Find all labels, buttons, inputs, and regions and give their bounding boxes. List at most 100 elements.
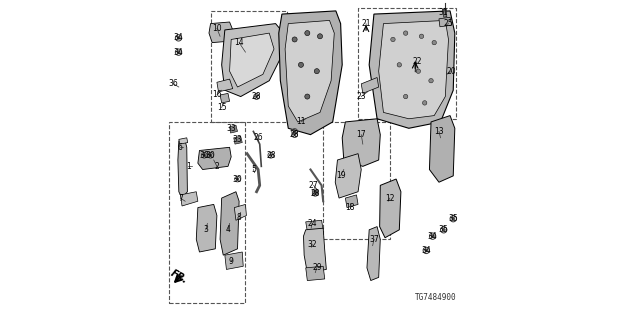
Circle shape bbox=[442, 228, 445, 231]
Text: 10: 10 bbox=[212, 24, 221, 33]
Circle shape bbox=[292, 37, 297, 42]
Text: 18: 18 bbox=[346, 203, 355, 212]
Circle shape bbox=[391, 37, 395, 42]
Polygon shape bbox=[230, 33, 274, 87]
Text: TG7484900: TG7484900 bbox=[415, 293, 456, 302]
Text: 7: 7 bbox=[178, 194, 183, 203]
Circle shape bbox=[416, 69, 420, 73]
Text: 28: 28 bbox=[290, 130, 300, 139]
Circle shape bbox=[422, 101, 427, 105]
Text: 25: 25 bbox=[444, 19, 453, 28]
Polygon shape bbox=[303, 228, 326, 273]
Text: 16: 16 bbox=[212, 91, 221, 100]
Polygon shape bbox=[279, 11, 342, 135]
Text: 22: 22 bbox=[412, 57, 422, 66]
Polygon shape bbox=[342, 119, 380, 166]
Circle shape bbox=[314, 190, 317, 193]
Text: 28: 28 bbox=[252, 92, 261, 101]
Text: 34: 34 bbox=[421, 246, 431, 255]
Text: 28: 28 bbox=[310, 189, 320, 198]
Polygon shape bbox=[335, 154, 361, 198]
Polygon shape bbox=[361, 77, 379, 93]
Text: 24: 24 bbox=[307, 219, 317, 228]
Circle shape bbox=[425, 249, 428, 252]
Circle shape bbox=[236, 178, 239, 180]
Polygon shape bbox=[306, 220, 323, 231]
Text: 5: 5 bbox=[251, 165, 256, 174]
Text: 30: 30 bbox=[205, 151, 216, 160]
Circle shape bbox=[314, 192, 317, 195]
Polygon shape bbox=[180, 192, 198, 206]
Circle shape bbox=[177, 51, 180, 54]
Text: 12: 12 bbox=[385, 194, 394, 203]
Text: 33: 33 bbox=[233, 135, 243, 144]
Circle shape bbox=[177, 36, 180, 39]
Polygon shape bbox=[196, 204, 217, 252]
Polygon shape bbox=[234, 204, 246, 220]
Bar bbox=[211, 11, 287, 122]
Text: 34: 34 bbox=[428, 232, 438, 241]
Text: 26: 26 bbox=[253, 133, 263, 142]
Text: 29: 29 bbox=[312, 263, 322, 272]
Text: 20: 20 bbox=[447, 67, 456, 76]
Circle shape bbox=[432, 40, 436, 45]
Polygon shape bbox=[379, 20, 449, 119]
Text: 34: 34 bbox=[173, 48, 184, 57]
Polygon shape bbox=[230, 125, 237, 133]
Circle shape bbox=[314, 69, 319, 74]
Text: 31: 31 bbox=[439, 8, 449, 17]
Circle shape bbox=[269, 154, 272, 156]
Bar bbox=[170, 122, 246, 303]
Circle shape bbox=[452, 217, 455, 220]
Polygon shape bbox=[209, 22, 233, 43]
Text: 35: 35 bbox=[449, 214, 458, 223]
Text: 13: 13 bbox=[434, 127, 444, 136]
Text: 27: 27 bbox=[309, 181, 319, 190]
Circle shape bbox=[293, 130, 296, 133]
Text: 32: 32 bbox=[307, 240, 317, 249]
Text: 30: 30 bbox=[233, 174, 243, 184]
Circle shape bbox=[209, 154, 212, 156]
Polygon shape bbox=[306, 266, 324, 281]
Text: 11: 11 bbox=[296, 117, 306, 126]
Polygon shape bbox=[221, 24, 284, 97]
Text: FR.: FR. bbox=[168, 268, 189, 286]
Polygon shape bbox=[198, 147, 231, 170]
Text: 17: 17 bbox=[356, 130, 366, 139]
Circle shape bbox=[293, 133, 296, 136]
Polygon shape bbox=[217, 79, 233, 92]
Text: 28: 28 bbox=[266, 151, 276, 160]
Circle shape bbox=[429, 78, 433, 83]
Circle shape bbox=[255, 95, 258, 98]
Circle shape bbox=[403, 94, 408, 99]
Polygon shape bbox=[178, 141, 188, 198]
Polygon shape bbox=[369, 11, 455, 128]
Polygon shape bbox=[443, 8, 447, 17]
Circle shape bbox=[403, 31, 408, 35]
Polygon shape bbox=[367, 227, 380, 281]
Circle shape bbox=[305, 94, 310, 99]
Polygon shape bbox=[179, 138, 188, 144]
Polygon shape bbox=[439, 17, 452, 27]
Circle shape bbox=[397, 63, 401, 67]
Text: 23: 23 bbox=[356, 92, 366, 101]
Text: 35: 35 bbox=[439, 225, 449, 234]
Text: 30: 30 bbox=[199, 151, 209, 160]
Polygon shape bbox=[220, 192, 239, 255]
Text: 2: 2 bbox=[214, 162, 220, 171]
Text: 4: 4 bbox=[225, 225, 230, 234]
Text: 33: 33 bbox=[227, 124, 236, 133]
Polygon shape bbox=[220, 93, 230, 103]
Text: 6: 6 bbox=[177, 143, 182, 152]
Polygon shape bbox=[234, 136, 243, 144]
Circle shape bbox=[305, 31, 310, 36]
Polygon shape bbox=[380, 179, 401, 238]
Text: 3: 3 bbox=[204, 225, 208, 234]
Text: 21: 21 bbox=[361, 19, 371, 28]
Circle shape bbox=[419, 34, 424, 38]
Bar bbox=[323, 122, 390, 239]
Polygon shape bbox=[346, 195, 358, 208]
Polygon shape bbox=[285, 20, 334, 122]
Text: 34: 34 bbox=[173, 33, 184, 42]
Text: 9: 9 bbox=[228, 257, 234, 266]
